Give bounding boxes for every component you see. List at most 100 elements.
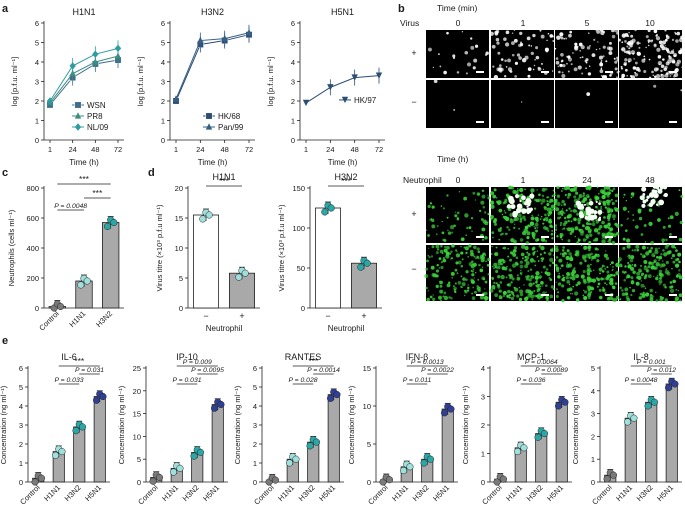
micrograph-speckle (431, 245, 435, 249)
data-point (235, 273, 243, 281)
chart-title: IFN-β (406, 352, 429, 362)
micrograph-speckle (571, 276, 576, 281)
micrograph-virus-plus (617, 29, 684, 80)
micrograph-speckle (555, 256, 559, 259)
micrograph-speckle (515, 256, 519, 260)
y-tick-label: 5 (19, 383, 23, 392)
micrograph-speckle (554, 194, 556, 197)
micrograph-speckle (465, 278, 468, 281)
micrograph-speckle (499, 262, 503, 266)
micrograph-speckle (594, 247, 598, 251)
micrograph-speckle (638, 46, 641, 49)
data-point (644, 402, 652, 410)
y-tick-label: 4 (253, 402, 257, 411)
micrograph-speckle (524, 246, 529, 251)
micrograph-speckle (658, 40, 663, 45)
significance-label: P = 0.033 (54, 377, 83, 384)
micrograph-speckle (540, 202, 543, 205)
x-axis-label: Time (h) (198, 158, 228, 167)
micrograph-speckle (587, 72, 592, 76)
micrograph-speckle (628, 256, 631, 260)
y-tick-label: 5 (291, 39, 295, 48)
micrograph-speckle (678, 293, 683, 298)
micrograph-neutrophil-minus (554, 244, 620, 303)
micrograph-speckle (470, 252, 474, 257)
micrograph-speckle (557, 291, 560, 294)
micrograph-speckle (672, 260, 676, 264)
micrograph-speckle (659, 273, 664, 278)
bar (535, 433, 548, 483)
chart-title: H5N1 (331, 7, 354, 17)
micrograph-speckle (540, 62, 544, 65)
scale-bar (605, 121, 613, 123)
micrograph-speckle (625, 229, 628, 232)
micrograph-speckle (565, 37, 568, 40)
micrograph-speckle (519, 260, 523, 264)
micrograph-speckle (440, 244, 443, 248)
micrograph-speckle (549, 224, 553, 228)
micrograph-speckle (446, 283, 451, 288)
x-tick-label: H5N1 (431, 483, 451, 503)
micrograph-speckle (534, 294, 538, 298)
x-axis-label: Time (h) (69, 158, 99, 167)
micrograph-speckle (504, 42, 510, 47)
micrograph-speckle (601, 264, 605, 268)
micrograph-speckle (599, 69, 604, 74)
y-tick-label: 1 (291, 117, 295, 126)
micrograph-speckle (496, 67, 501, 72)
micrograph-speckle (546, 274, 548, 276)
micrograph-speckle (611, 28, 615, 33)
micrograph-speckle (476, 192, 481, 196)
micrograph-speckle (514, 75, 517, 78)
chart-title: RANTES (285, 352, 322, 362)
data-point (426, 455, 435, 463)
micrograph-speckle (554, 245, 559, 250)
micrograph-speckle (536, 255, 539, 258)
data-point (555, 402, 563, 410)
micrograph-speckle (626, 274, 631, 279)
micrograph-speckle (471, 292, 474, 295)
data-point (420, 459, 428, 467)
micrograph-speckle (659, 283, 661, 286)
micrograph-speckle (424, 274, 429, 279)
micrograph-speckle (586, 264, 591, 268)
micrograph-speckle (452, 57, 456, 60)
micrograph-speckle (640, 233, 644, 236)
micrograph-speckle (570, 63, 573, 66)
micrograph-speckle (467, 284, 469, 286)
y-tick-label: 6 (19, 364, 23, 373)
micrograph-speckle (647, 274, 652, 278)
data-point (441, 409, 449, 417)
micrograph-speckle (525, 261, 530, 265)
data-point (561, 398, 569, 406)
micrograph-speckle (634, 73, 639, 77)
micrograph-speckle (524, 55, 529, 60)
micrograph-speckle (566, 262, 569, 264)
micrograph-speckle (573, 67, 578, 72)
micrograph-speckle (426, 259, 429, 263)
micrograph-speckle (577, 237, 580, 240)
micrograph-speckle (600, 68, 603, 70)
micrograph-speckle (501, 232, 504, 235)
micrograph-speckle (621, 75, 625, 79)
micrograph-speckle (595, 220, 599, 224)
micrograph-speckle (530, 295, 534, 299)
micrograph-speckle (467, 286, 470, 290)
micrograph-speckle (657, 218, 661, 222)
micrograph-speckle (577, 197, 581, 200)
micrograph-speckle (575, 210, 578, 213)
micrograph-speckle (632, 66, 637, 70)
significance-label: P = 0.031 (172, 377, 201, 384)
micrograph-speckle (636, 248, 640, 252)
micrograph-speckle (556, 185, 560, 190)
data-point (603, 475, 611, 483)
micrograph-speckle (655, 262, 660, 267)
micrograph-speckle (482, 278, 486, 281)
micrograph-speckle (477, 250, 481, 254)
data-point (306, 442, 314, 450)
micrograph-speckle (509, 70, 511, 72)
micrograph-speckle (517, 213, 522, 218)
micrograph-speckle (504, 216, 510, 222)
micrograph-speckle (460, 251, 464, 255)
